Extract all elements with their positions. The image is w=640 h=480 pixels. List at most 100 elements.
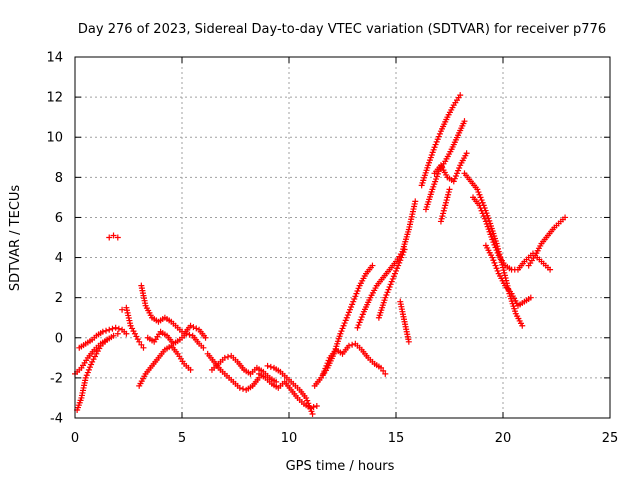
data-point [390,273,397,280]
data-point [383,291,390,298]
data-point [494,249,501,256]
plot-frame [74,56,611,419]
data-point [479,199,486,206]
data-point [397,257,404,264]
data-point [401,246,408,253]
data-point [187,366,194,373]
data-point [479,210,486,217]
data-point [303,394,310,401]
series-group [397,298,412,345]
data-point [398,254,405,261]
data-point [202,334,209,341]
data-point [342,317,349,324]
data-point [491,259,498,266]
data-point [489,236,496,243]
data-point [310,403,317,410]
data-point [86,364,93,371]
series-group [470,194,554,273]
data-point [432,141,439,148]
data-point [501,272,508,279]
data-point [355,285,362,292]
data-point [445,191,452,198]
data-point [115,325,122,332]
data-point [489,254,496,261]
data-point [500,267,507,274]
series-group [136,342,194,389]
data-point [384,289,391,296]
y-axis-label: SDTVAR / TECUs [8,185,23,292]
y-tick-label: 6 [55,211,63,226]
y-tick-label: -4 [50,412,63,427]
data-point [123,330,130,337]
data-point [350,298,357,305]
data-point [441,205,448,212]
data-point [239,385,246,392]
data-point [445,189,452,196]
data-point [492,244,499,251]
data-point [436,130,443,137]
data-point [346,306,353,313]
series-group [418,92,464,189]
data-point [304,397,311,404]
data-point [353,290,360,297]
data-point [337,330,344,337]
data-point [453,170,460,177]
data-point [433,138,440,145]
data-point [306,402,313,409]
data-point [99,328,106,335]
data-point [138,341,145,348]
data-point [388,278,395,285]
data-point [341,320,348,327]
data-point [345,309,352,316]
data-point [478,207,485,214]
y-tick-label: 2 [55,291,63,306]
data-point [340,322,347,329]
data-point [313,402,320,409]
data-point [399,251,406,258]
x-axis-label: GPS time / hours [286,459,395,474]
data-point [200,344,207,351]
data-point [186,331,193,338]
series-group [72,336,111,377]
data-point [136,338,143,345]
data-point [308,408,315,415]
data-point [456,164,463,171]
data-point [434,136,441,143]
data-point [114,330,121,337]
data-point [463,150,470,157]
data-point [439,213,446,220]
data-point [491,241,498,248]
data-point [305,400,312,407]
data-point [438,215,445,222]
data-point [380,367,387,374]
x-tick-label: 0 [71,431,79,446]
y-tick-label: 8 [55,171,63,186]
data-point [492,262,499,269]
data-point [455,167,462,174]
data-point [442,199,449,206]
series-group [311,262,376,389]
data-point [112,324,119,331]
y-tick-label: 14 [46,51,63,66]
data-point [109,325,116,332]
data-point [84,369,91,376]
data-point [394,265,401,272]
data-point [187,322,194,329]
data-point [309,410,316,417]
data-point [356,319,363,326]
x-tick-label: 15 [388,431,405,446]
data-point [400,249,407,256]
data-point [307,405,314,412]
data-point [183,330,190,337]
data-point [348,304,355,311]
series-group [354,198,419,331]
data-point [106,326,113,333]
x-tick-label: 10 [281,431,298,446]
data-point [325,357,332,364]
data-point [475,189,482,196]
y-tick-label: 0 [55,331,63,346]
grid-lines [75,57,610,418]
data-point [354,287,361,294]
data-point [385,286,392,293]
data-point [85,366,92,373]
